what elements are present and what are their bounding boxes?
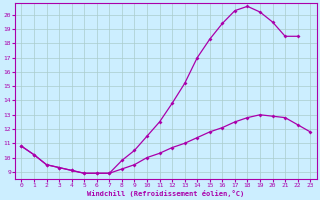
- X-axis label: Windchill (Refroidissement éolien,°C): Windchill (Refroidissement éolien,°C): [87, 190, 244, 197]
